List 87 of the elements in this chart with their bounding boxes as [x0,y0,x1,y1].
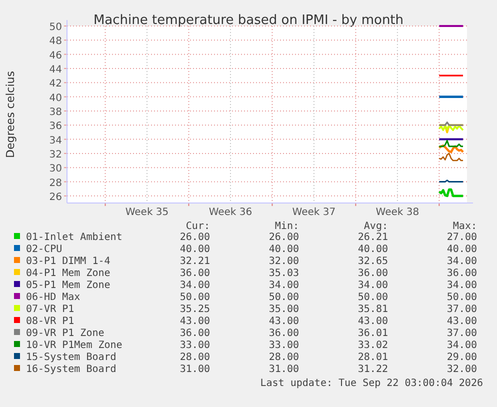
y-tick-label: 38 [49,106,62,118]
text: 28.00 [180,352,210,363]
legend-label: 04-P1 Mem Zone [26,268,110,279]
y-tick-label: 32 [49,149,62,160]
text: Avg: [364,221,388,232]
text: 43.00 [268,316,299,327]
text: 29.00 [446,352,477,363]
y-tick-label: 30 [49,164,62,175]
line-series [438,152,464,162]
x-tick-label: Week 35 [125,207,169,218]
text: 35.00 [268,304,299,315]
text: 36.00 [268,328,299,339]
legend-label: 10-VR P1Mem Zone [26,340,122,351]
text: 28.01 [358,352,388,363]
text: 37.00 [446,304,477,315]
text: 34.00 [446,280,477,291]
text: 43.00 [446,316,477,327]
text: 36.00 [180,328,210,339]
y-tick-label: 34 [49,135,62,146]
y-axis-title: Degrees celcius [4,70,17,158]
text: Last update: Tue Sep 22 03:00:04 2026 [260,378,483,389]
x-tick-label: Week 36 [208,207,252,218]
legend-label: 08-VR P1 [26,316,74,327]
text: Min: [274,221,299,232]
legend-label: 05-P1 Mem Zone [26,280,110,291]
text: 40.00 [446,244,477,255]
legend-label: 03-P1 DIMM 1-4 [26,256,110,267]
text: 50.00 [180,292,210,303]
y-tick-label: 44 [49,64,62,76]
text: Max: [452,221,477,232]
legend-label: 15-System Board [26,352,116,363]
text: 31.22 [358,364,388,375]
text: 36.00 [358,268,388,279]
text: 50.00 [268,292,299,303]
text: 26.21 [358,232,388,243]
text: 31.00 [180,364,210,375]
text: 34.00 [446,256,477,267]
text: 26.00 [180,232,210,243]
legend-label: 07-VR P1 [26,304,74,315]
text: 37.00 [446,328,477,339]
legend-label: 02-CPU [26,244,62,255]
text: 32.65 [358,256,388,267]
text: 28.00 [268,352,299,363]
chart-title: Machine temperature based on IPMI - by month [93,13,404,28]
text: 40.00 [268,244,299,255]
legend-label: 09-VR P1 Zone [26,328,104,339]
text: 34.00 [446,340,477,351]
text: 34.00 [358,280,388,291]
text: 43.00 [358,316,388,327]
x-tick-label: Week 37 [292,207,336,218]
text: 33.00 [268,340,299,351]
text: 27.00 [446,232,477,243]
text: 40.00 [358,244,388,255]
text: 26.00 [268,232,299,243]
text: 35.81 [358,304,388,315]
legend-label: 01-Inlet Ambient [26,232,122,243]
text: 36.00 [180,268,210,279]
text: 34.00 [180,280,210,291]
line-series [438,188,464,198]
text: 32.00 [268,256,299,267]
line-series [438,144,464,154]
text: Cur: [186,221,210,232]
legend-label: 06-HD Max [26,292,80,303]
y-tick-label: 42 [49,78,62,90]
legend-label: 16-System Board [26,364,116,375]
text: 32.21 [180,256,210,267]
y-tick-label: 28 [49,178,62,189]
text: 32.00 [446,364,477,375]
x-tick-label: Week 38 [376,207,420,218]
text: 40.00 [180,244,210,255]
text: 34.00 [268,280,299,291]
y-tick-label: 50 [49,22,62,33]
text: 35.25 [180,304,210,315]
text: 31.00 [268,364,299,375]
text: 33.00 [180,340,210,351]
y-tick-label: 48 [49,36,62,48]
y-tick-label: 46 [49,50,62,62]
y-tick-label: 40 [49,92,62,104]
text: 36.01 [358,328,388,339]
text: 43.00 [180,316,210,327]
y-tick-label: 26 [49,192,62,203]
y-tick-label: 36 [49,121,62,132]
text: 50.00 [446,292,477,303]
text: 36.00 [446,268,477,279]
text: 50.00 [358,292,388,303]
text: 35.03 [268,268,299,279]
text: 33.02 [358,340,388,351]
